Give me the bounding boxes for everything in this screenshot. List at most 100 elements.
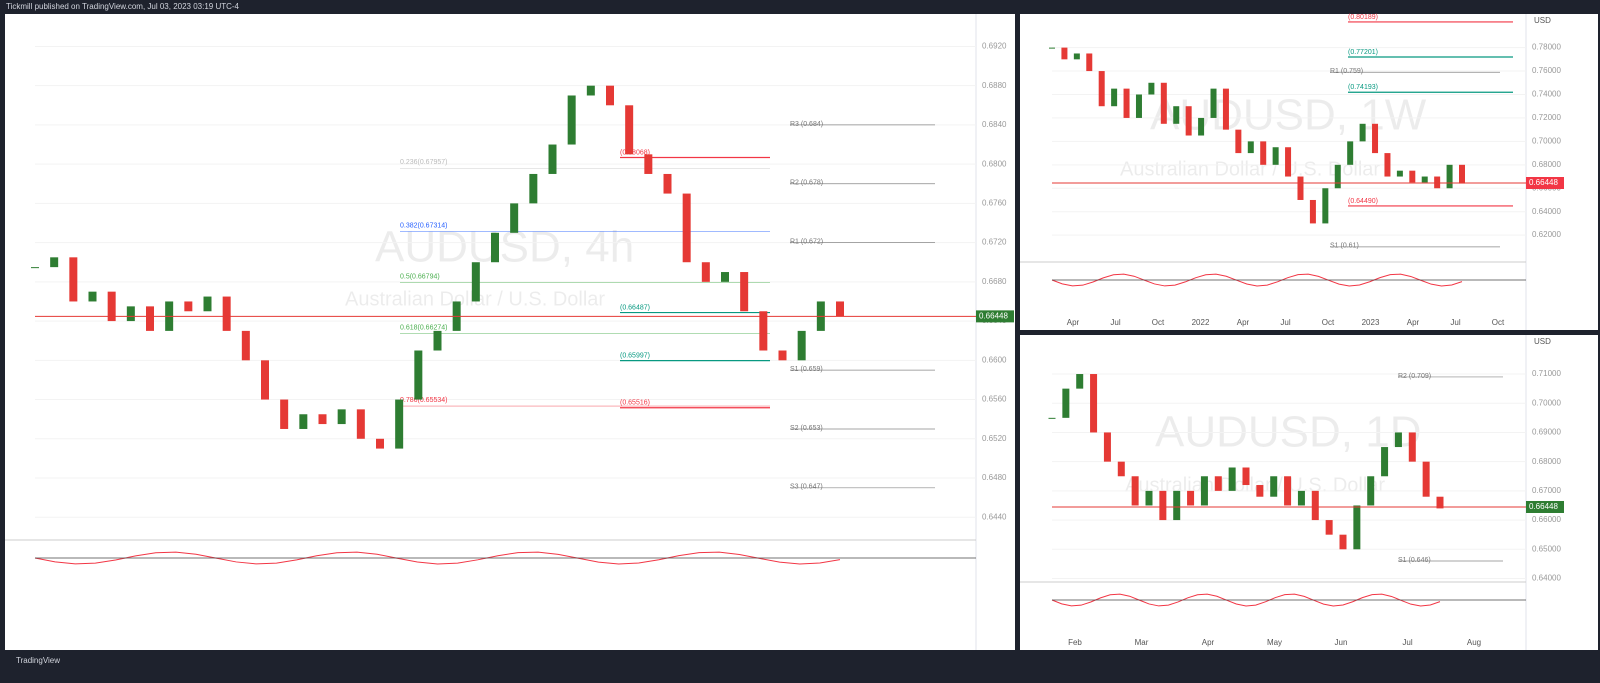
candle xyxy=(510,203,519,233)
x-tick-label: 2023 xyxy=(1362,318,1380,327)
watermark-symbol: AUDUSD, 1W xyxy=(1150,91,1427,140)
candle xyxy=(491,232,499,263)
candle xyxy=(1309,199,1316,224)
candle xyxy=(88,291,97,302)
chart-panel xyxy=(1020,335,1598,650)
candle xyxy=(1247,141,1254,154)
x-tick-label: Jul xyxy=(1450,318,1460,327)
candle xyxy=(299,414,308,429)
candle xyxy=(280,399,289,429)
level-label: (0.66487) xyxy=(620,304,650,311)
x-tick-label: Mar xyxy=(1135,638,1149,647)
pivot-label: R2 (0.709) xyxy=(1398,373,1431,380)
y-tick-label: 0.69000 xyxy=(1532,428,1561,437)
candle xyxy=(1297,490,1305,506)
last-price-box xyxy=(976,310,1014,323)
oscillator xyxy=(1051,273,1463,287)
candle xyxy=(1359,123,1366,142)
candle xyxy=(318,414,327,425)
candle xyxy=(1098,71,1105,107)
pivot-label: S1 (0.659) xyxy=(790,366,823,373)
y-tick-label: 0.6560 xyxy=(982,395,1007,404)
y-tick-label: 0.6440 xyxy=(982,512,1007,521)
x-tick-label: Feb xyxy=(1068,638,1082,647)
candle xyxy=(1222,88,1229,130)
level-label: (0.68068) xyxy=(620,149,650,156)
candle xyxy=(1090,374,1098,433)
candle xyxy=(1408,432,1416,462)
last-price-box xyxy=(1526,177,1564,190)
pivot-label: S2 (0.653) xyxy=(790,425,823,432)
candle xyxy=(1256,485,1264,497)
candle xyxy=(1235,129,1242,154)
y-tick-label: 0.6840 xyxy=(982,120,1007,129)
x-tick-label: Oct xyxy=(1322,318,1335,327)
y-tick-label: 0.6760 xyxy=(982,198,1007,207)
y-tick-label: 0.74000 xyxy=(1532,90,1561,99)
candle xyxy=(1396,170,1403,177)
candle xyxy=(1123,88,1130,118)
fib-label: 0.236(0.67957) xyxy=(400,159,447,166)
candle xyxy=(1436,496,1444,509)
candle xyxy=(1459,164,1465,184)
candle xyxy=(241,330,250,361)
candle xyxy=(1242,467,1250,486)
candle xyxy=(1062,388,1070,418)
y-tick-label: 0.67000 xyxy=(1532,486,1561,495)
level-label: (0.65997) xyxy=(620,352,650,359)
candle xyxy=(1173,106,1180,124)
fib-label: 0.382(0.67314) xyxy=(400,222,447,229)
y-tick-label: 0.6800 xyxy=(982,159,1007,168)
last-price-box xyxy=(1526,500,1564,513)
x-tick-label: Apr xyxy=(1237,318,1250,327)
candle xyxy=(50,257,59,268)
candle xyxy=(529,173,538,204)
y-tick-label: 0.6920 xyxy=(982,42,1007,51)
candle xyxy=(1073,53,1080,60)
candle xyxy=(1347,141,1354,165)
candle xyxy=(1285,147,1292,177)
candle xyxy=(1381,447,1389,477)
x-tick-label: Aug xyxy=(1467,638,1481,647)
candle xyxy=(395,399,404,449)
y-tick-label: 0.72000 xyxy=(1532,113,1561,122)
candle xyxy=(644,154,653,174)
y-tick-label: 0.66000 xyxy=(1532,515,1561,524)
candle xyxy=(1334,164,1341,189)
candle xyxy=(261,360,269,400)
candle xyxy=(1049,47,1055,49)
candle xyxy=(567,95,576,145)
y-tick-label: 0.6520 xyxy=(982,434,1007,443)
candle xyxy=(1103,432,1111,462)
candle xyxy=(1185,106,1192,136)
x-tick-label: Apr xyxy=(1067,318,1080,327)
candle xyxy=(759,311,768,351)
candle xyxy=(126,306,135,322)
candle xyxy=(1131,476,1139,506)
x-tick-label: Apr xyxy=(1407,318,1420,327)
candle xyxy=(1048,417,1056,419)
candle xyxy=(1111,88,1118,107)
candle xyxy=(740,272,749,312)
x-tick-label: Oct xyxy=(1152,318,1165,327)
candle xyxy=(184,301,193,312)
level-label: (0.77201) xyxy=(1348,49,1378,56)
x-tick-label: Apr xyxy=(1202,638,1215,647)
y-tick-label: 0.6600 xyxy=(982,355,1007,364)
oscillator xyxy=(34,551,841,565)
candle xyxy=(1384,153,1391,177)
candle xyxy=(1160,82,1167,124)
candle xyxy=(1260,141,1267,165)
x-tick-label: Jul xyxy=(1280,318,1290,327)
candle xyxy=(1311,490,1319,521)
candle xyxy=(1394,432,1402,448)
candle xyxy=(203,296,212,312)
candle xyxy=(1061,47,1068,60)
candle xyxy=(1148,82,1155,95)
candle xyxy=(1270,476,1278,497)
candle xyxy=(1145,490,1153,506)
candle xyxy=(1284,476,1292,506)
currency-label: USD xyxy=(1534,337,1551,346)
publisher: Tickmill published on TradingView.com, J… xyxy=(6,2,240,11)
